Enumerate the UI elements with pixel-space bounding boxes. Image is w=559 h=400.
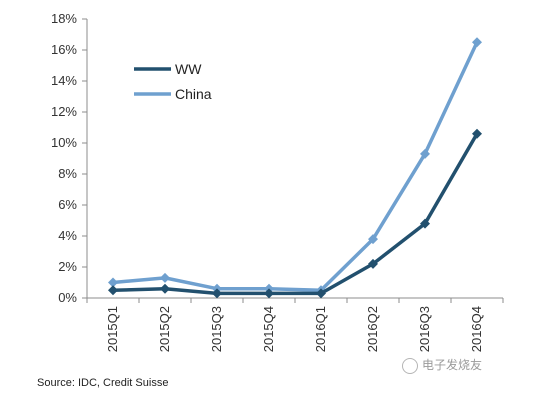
chart-axes — [86, 19, 503, 299]
chart-legend: WW China — [134, 61, 212, 102]
x-tick-label: 2015Q4 — [261, 306, 276, 352]
y-tick-label: 10% — [51, 135, 77, 150]
y-tick-label: 6% — [58, 197, 77, 212]
watermark: 电子发烧友 — [402, 356, 482, 374]
data-point-china — [420, 148, 430, 159]
y-tick-label: 12% — [51, 104, 77, 119]
data-point-china — [160, 272, 170, 283]
data-point-china — [368, 234, 378, 245]
watermark-text: 电子发烧友 — [422, 358, 483, 372]
legend-label: WW — [175, 61, 202, 77]
y-tick-label: 4% — [58, 228, 77, 243]
chart-series — [108, 37, 482, 299]
data-point-ww — [472, 128, 482, 139]
x-tick-label: 2016Q2 — [365, 306, 380, 352]
x-axis-ticks: 2015Q1 2015Q2 2015Q3 2015Q4 2016Q1 2016Q2 2016… — [86, 298, 504, 352]
source-note: Source: IDC, Credit Suisse — [37, 377, 169, 389]
series-line-ww — [112, 132, 479, 296]
y-tick-label: 2% — [58, 259, 77, 274]
watermark-logo-icon — [402, 357, 418, 374]
x-tick-label: 2015Q2 — [157, 306, 172, 352]
data-point-ww — [316, 288, 326, 299]
y-tick-label: 0% — [58, 290, 77, 305]
data-point-ww — [420, 218, 430, 229]
x-tick-label: 2015Q3 — [209, 306, 224, 352]
series-line-china — [112, 41, 479, 293]
data-point-china — [108, 277, 118, 288]
x-tick-label: 2015Q1 — [105, 306, 120, 352]
x-tick-label: 2016Q4 — [469, 306, 484, 352]
y-tick-label: 16% — [51, 42, 77, 57]
legend-label: China — [175, 86, 212, 102]
data-point-china — [472, 37, 482, 48]
y-tick-label: 8% — [58, 166, 77, 181]
x-tick-label: 2016Q3 — [417, 306, 432, 352]
y-tick-label: 14% — [51, 73, 77, 88]
x-tick-label: 2016Q1 — [313, 306, 328, 352]
y-tick-label: 18% — [51, 11, 77, 26]
data-point-ww — [264, 288, 274, 299]
data-point-ww — [368, 258, 378, 269]
data-point-ww — [212, 288, 222, 299]
data-point-ww — [160, 283, 170, 294]
data-point-ww — [108, 285, 118, 296]
y-axis-ticks: 0% 2% 4% 6% 8% 10% 12% 14% 16% 18% — [51, 11, 87, 305]
